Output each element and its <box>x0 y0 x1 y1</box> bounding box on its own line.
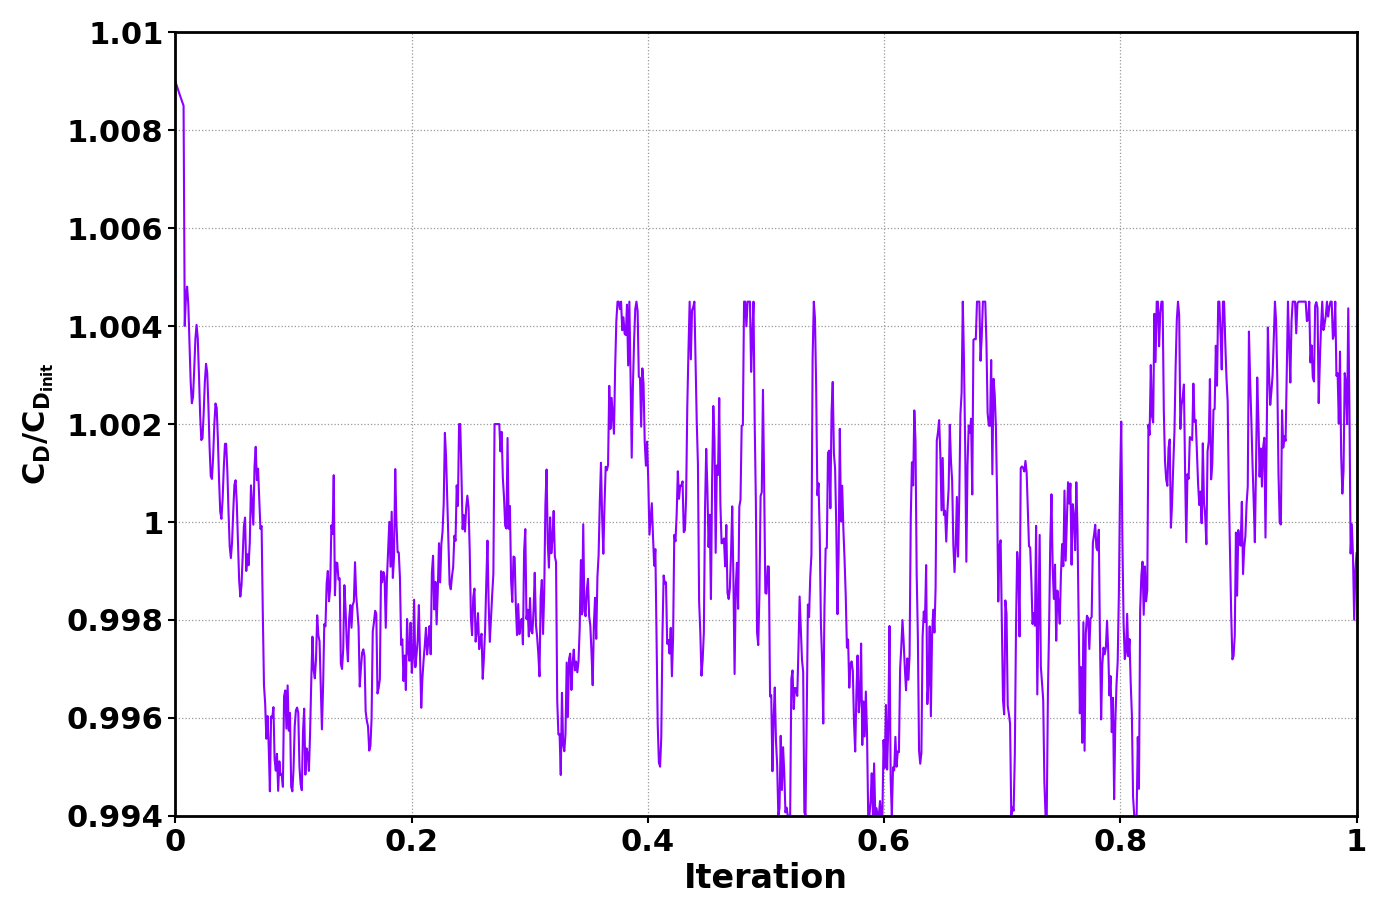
Y-axis label: $\mathbf{C_D/C_{D_{init}}}$: $\mathbf{C_D/C_{D_{init}}}$ <box>21 363 56 485</box>
X-axis label: Iteration: Iteration <box>684 862 848 895</box>
